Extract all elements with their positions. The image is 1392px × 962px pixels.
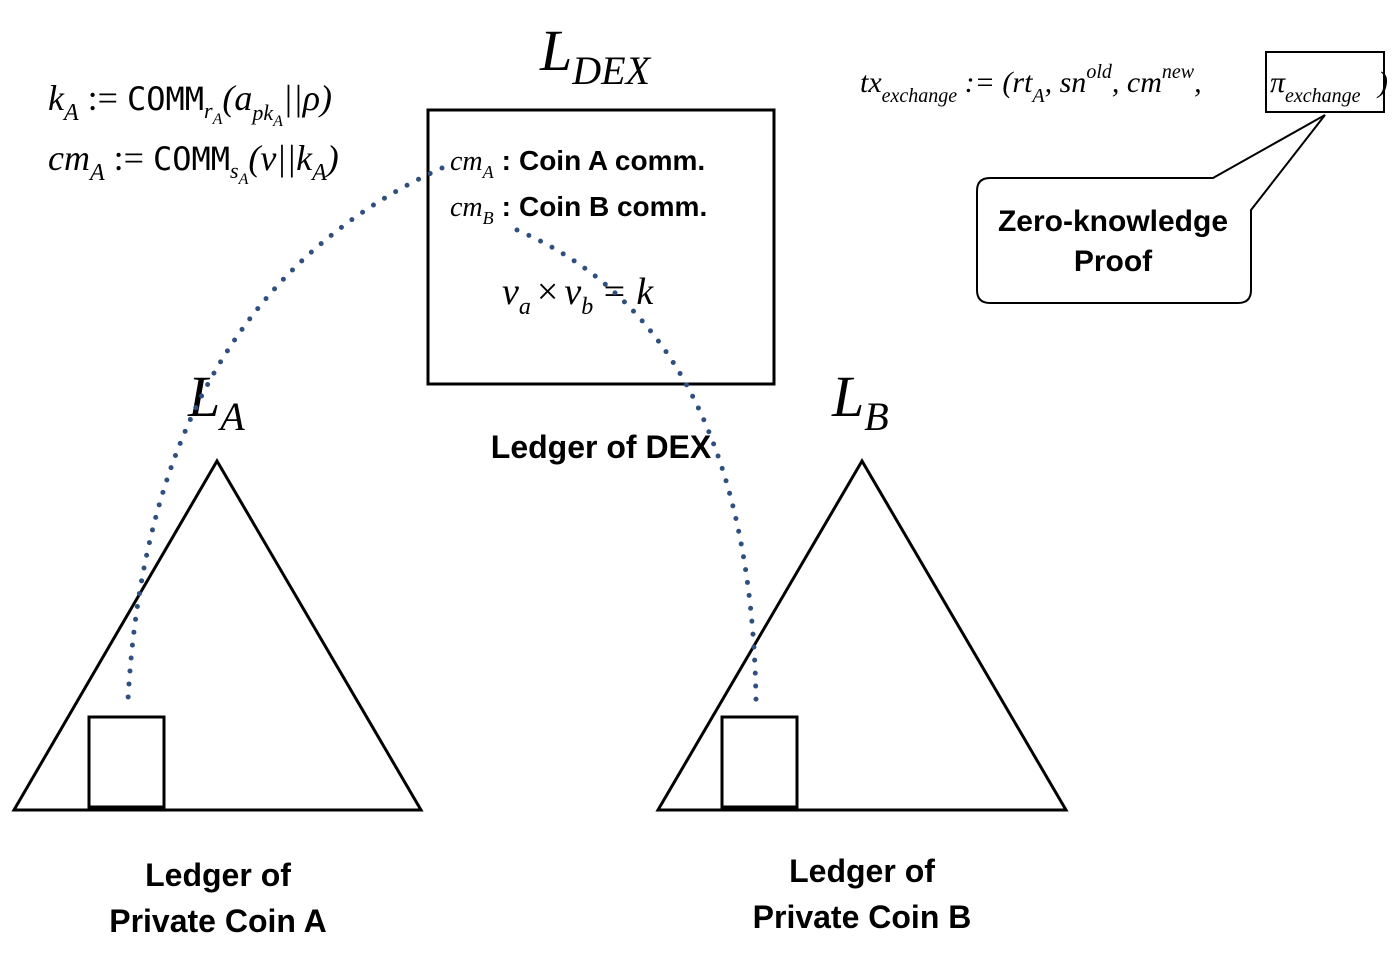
ledger-b-caption-line1: Ledger of	[789, 853, 935, 889]
dex-invariant: va × vb = k	[502, 271, 654, 320]
ledger-a-title: LA	[187, 364, 245, 439]
dex-ledger-caption: Ledger of DEX	[491, 429, 712, 465]
k-definition: kA := COMMrA(apkA||ρ)	[48, 78, 332, 130]
ledger-a-caption-line1: Ledger of	[145, 857, 291, 893]
dex-entry-a: cmA: Coin A comm.	[450, 145, 705, 182]
tx-close-paren: )	[1376, 66, 1388, 99]
ledger-a-coin-block	[87, 715, 166, 809]
tx-exchange-formula: txexchange := (rtA, snold, cmnew,	[860, 61, 1202, 107]
callout-line1: Zero-knowledge	[998, 205, 1228, 238]
dotted-link-a	[125, 165, 445, 703]
dotted-link-b	[514, 227, 759, 703]
ledger-a-tree	[11, 458, 424, 812]
pi-exchange: πexchange	[1270, 66, 1361, 107]
zk-proof-callout	[976, 114, 1326, 304]
ledger-b-tree	[655, 458, 1069, 812]
dex-entry-b: cmB: Coin B comm.	[450, 191, 707, 228]
dex-ledger-title: LDEX	[539, 18, 652, 93]
ledger-b-coin-block	[720, 715, 799, 809]
ledger-b-title: LB	[831, 364, 889, 439]
proof-highlight-box	[1265, 51, 1385, 113]
callout-line2: Proof	[1074, 245, 1153, 278]
dex-ledger-box	[426, 108, 776, 386]
ledger-a-caption-line2: Private Coin A	[109, 903, 327, 939]
cm-definition: cmA := COMMsA(v||kA)	[48, 138, 339, 188]
ledger-b-caption-line2: Private Coin B	[753, 899, 972, 935]
